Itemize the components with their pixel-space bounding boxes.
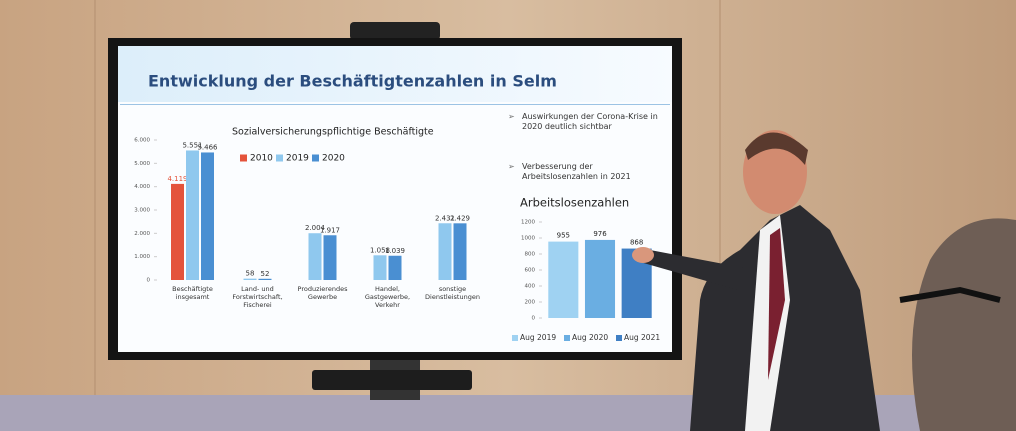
y-tick-label: 0 — [532, 316, 536, 322]
slide-rule — [120, 104, 670, 105]
bar — [259, 279, 272, 280]
bullet: Verbesserung der Arbeitslosenzahlen in 2… — [508, 162, 662, 182]
y-tick-label: 600 — [525, 268, 536, 274]
legend-label: Aug 2020 — [572, 333, 608, 342]
scene: Entwicklung der Beschäftigtenzahlen in S… — [0, 0, 1016, 431]
y-tick-label: 4.000 — [134, 184, 150, 190]
y-tick-label: 2.000 — [134, 231, 150, 237]
bar — [585, 240, 615, 318]
y-tick-label: 1.000 — [134, 254, 150, 260]
chart-title: Arbeitslosenzahlen — [520, 196, 629, 210]
bullet: Auswirkungen der Corona-Krise in 2020 de… — [508, 112, 662, 132]
legend-label: Aug 2021 — [624, 333, 660, 342]
x-tick-label: sonstige Dienstleistungen — [422, 285, 484, 301]
value-label: 5.466 — [197, 143, 218, 151]
bar — [439, 223, 452, 280]
camera — [350, 22, 440, 40]
value-label: 2.429 — [450, 214, 470, 222]
y-tick-label: 200 — [525, 300, 536, 306]
legend-swatch — [616, 335, 622, 341]
bar — [309, 233, 322, 280]
x-tick-label: Land- und Forstwirtschaft, Fischerei — [227, 285, 289, 309]
y-tick-label: 1200 — [521, 220, 535, 226]
bar — [171, 184, 184, 280]
y-tick-label: 5.000 — [134, 161, 150, 167]
slide-title: Entwicklung der Beschäftigtenzahlen in S… — [148, 72, 557, 91]
value-label: 1.039 — [385, 247, 405, 255]
y-tick-label: 800 — [525, 252, 536, 258]
legend-swatch — [312, 155, 319, 162]
bar — [244, 279, 257, 280]
value-label: 868 — [630, 239, 643, 247]
value-label: 58 — [246, 270, 255, 278]
legend-label: 2019 — [286, 154, 309, 164]
chart-title: Sozialversicherungspflichtige Beschäftig… — [232, 127, 434, 138]
y-tick-label: 1000 — [521, 236, 535, 242]
bar — [201, 152, 214, 280]
bar — [548, 242, 578, 318]
y-tick-label: 6.000 — [134, 138, 150, 144]
bar — [186, 150, 199, 280]
value-label: 955 — [557, 232, 570, 240]
bar — [389, 256, 402, 280]
legend-swatch — [512, 335, 518, 341]
presenter-hand — [632, 247, 654, 263]
photo: Entwicklung der Beschäftigtenzahlen in S… — [0, 0, 1016, 431]
y-tick-label: 400 — [525, 284, 536, 290]
value-label: 976 — [593, 230, 607, 238]
bar — [374, 255, 387, 280]
value-label: 4.119 — [167, 175, 187, 183]
y-tick-label: 0 — [147, 278, 151, 284]
legend-label: 2020 — [322, 154, 345, 164]
bar — [324, 235, 337, 280]
bar — [454, 223, 467, 280]
legend-label: Aug 2019 — [520, 333, 556, 342]
legend-swatch — [564, 335, 570, 341]
legend-swatch — [276, 155, 283, 162]
soundbar — [312, 370, 472, 390]
x-tick-label: Beschäftigte insgesamt — [162, 285, 224, 301]
value-label: 52 — [261, 270, 270, 278]
legend-label: 2010 — [250, 154, 273, 164]
value-label: 1.917 — [320, 226, 340, 234]
x-tick-label: Handel, Gastgewerbe, Verkehr — [357, 285, 419, 309]
x-tick-label: Produzierendes Gewerbe — [292, 285, 354, 301]
legend-swatch — [240, 155, 247, 162]
y-tick-label: 3.000 — [134, 208, 150, 214]
